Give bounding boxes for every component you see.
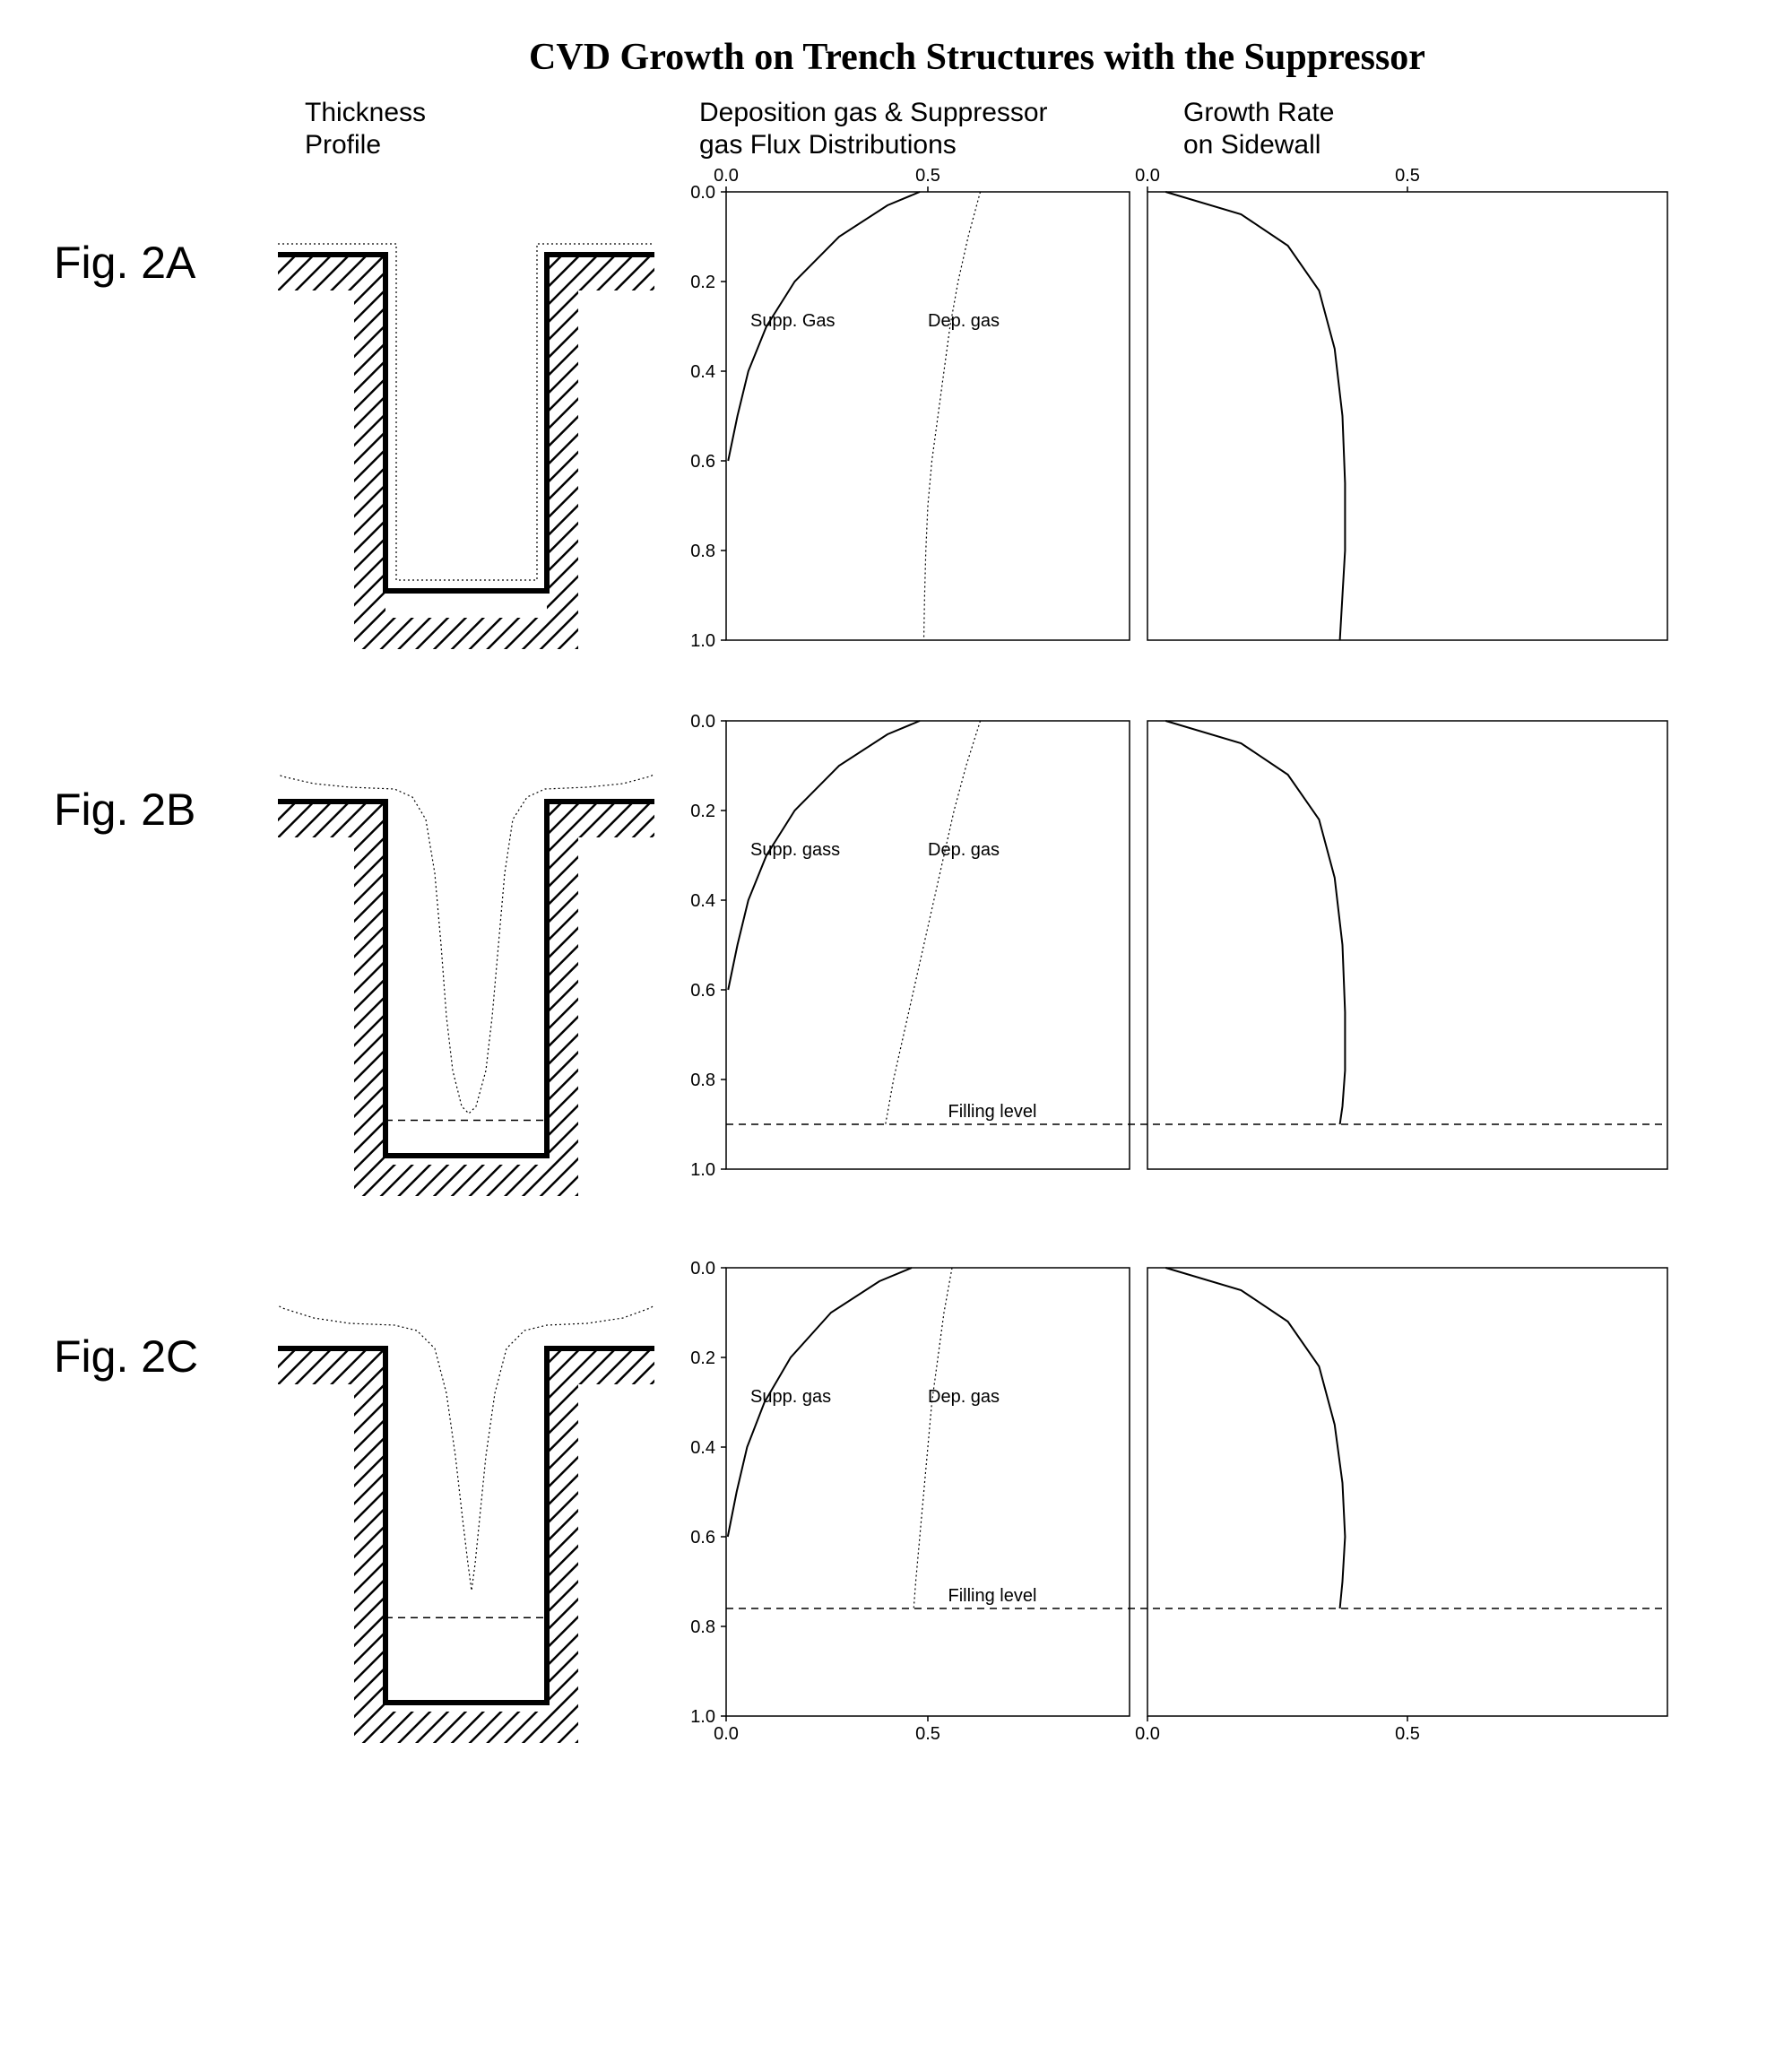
svg-text:Dep. gas: Dep. gas xyxy=(928,1387,1000,1407)
header-flux: Deposition gas & Suppressor gas Flux Dis… xyxy=(699,97,1183,161)
trench-diagram xyxy=(278,1259,672,1761)
svg-text:Dep. gas: Dep. gas xyxy=(928,840,1000,860)
svg-text:0.2: 0.2 xyxy=(690,273,715,292)
svg-text:0.2: 0.2 xyxy=(690,1348,715,1368)
column-headers: Thickness Profile Deposition gas & Suppr… xyxy=(305,97,1721,161)
svg-text:0.6: 0.6 xyxy=(690,452,715,472)
svg-text:0.0: 0.0 xyxy=(1135,1724,1160,1744)
svg-text:0.6: 0.6 xyxy=(690,1528,715,1547)
svg-text:0.0: 0.0 xyxy=(690,183,715,203)
figure-row-B: Fig. 2B 0.0 0.2 0.4 0.6 0.8 1.0 Supp. gass Dep. … xyxy=(54,712,1721,1232)
figure-label: Fig. 2A xyxy=(54,165,278,289)
svg-text:0.0: 0.0 xyxy=(690,712,715,732)
svg-text:0.5: 0.5 xyxy=(1395,1724,1420,1744)
figure-label: Fig. 2C xyxy=(54,1259,278,1383)
svg-text:Supp. Gas: Supp. Gas xyxy=(750,311,836,331)
charts: 0.0 0.2 0.4 0.6 0.8 1.0 Supp. gass Dep. gas Fill… xyxy=(672,712,1721,1232)
header-rate: Growth Rate on Sidewall xyxy=(1183,97,1632,161)
svg-text:Dep. gas: Dep. gas xyxy=(928,311,1000,331)
svg-text:0.4: 0.4 xyxy=(690,1438,715,1458)
header-thickness: Thickness Profile xyxy=(305,97,699,161)
svg-text:0.0: 0.0 xyxy=(714,1724,739,1744)
charts: 0.00.20.40.60.81.00.00.5Supp. gasDep. ga… xyxy=(672,1259,1721,1779)
svg-text:0.8: 0.8 xyxy=(690,1071,715,1090)
svg-text:0.5: 0.5 xyxy=(915,1724,940,1744)
svg-text:0.8: 0.8 xyxy=(690,542,715,561)
svg-text:1.0: 1.0 xyxy=(690,1707,715,1727)
svg-text:1.0: 1.0 xyxy=(690,631,715,651)
charts: 0.0 0.2 0.4 0.6 0.8 1.0 0.0 0.5 Supp. Gas Dep. ga… xyxy=(672,165,1721,685)
svg-text:0.8: 0.8 xyxy=(690,1617,715,1637)
figure-label: Fig. 2B xyxy=(54,712,278,836)
figure-row-A: Fig. 2A 0.0 0.2 0.4 0.6 0.8 1.0 0.0 0.5 Supp. Gas… xyxy=(54,165,1721,685)
svg-text:1.0: 1.0 xyxy=(690,1160,715,1180)
trench-diagram xyxy=(278,712,672,1214)
svg-text:Supp. gas: Supp. gas xyxy=(750,1387,831,1407)
svg-text:0.6: 0.6 xyxy=(690,981,715,1001)
svg-text:0.4: 0.4 xyxy=(690,891,715,911)
svg-text:Filling level: Filling level xyxy=(948,1102,1037,1122)
figure-row-C: Fig. 2C0.00.20.40.60.81.00.00.5Supp. gas… xyxy=(54,1259,1721,1779)
svg-text:0.5: 0.5 xyxy=(1395,166,1420,186)
svg-text:0.5: 0.5 xyxy=(915,166,940,186)
svg-text:0.0: 0.0 xyxy=(1135,166,1160,186)
svg-text:0.0: 0.0 xyxy=(714,166,739,186)
main-title: CVD Growth on Trench Structures with the… xyxy=(233,36,1721,79)
svg-text:0.2: 0.2 xyxy=(690,802,715,821)
svg-text:Supp. gass: Supp. gass xyxy=(750,840,840,860)
trench-diagram xyxy=(278,165,672,667)
svg-text:Filling level: Filling level xyxy=(948,1586,1037,1606)
svg-text:0.0: 0.0 xyxy=(690,1259,715,1279)
svg-text:0.4: 0.4 xyxy=(690,362,715,382)
